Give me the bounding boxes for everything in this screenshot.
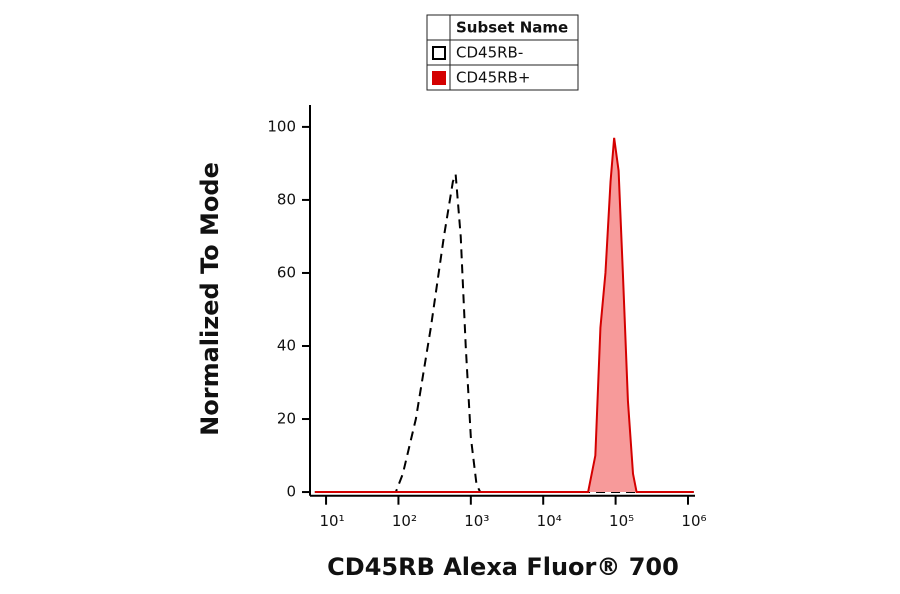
y-tick-label: 60 (277, 263, 296, 281)
y-axis-title: Normalized To Mode (196, 162, 224, 436)
x-tick-label: 10¹ (320, 512, 345, 530)
y-tick-label: 20 (277, 410, 296, 428)
x-tick-label: 10⁴ (537, 512, 562, 530)
x-tick-label: 10² (392, 512, 417, 530)
x-axis-title: CD45RB Alexa Fluor® 700 (327, 553, 679, 581)
y-tick-label: 0 (286, 483, 296, 501)
x-tick-label: 10⁵ (609, 512, 634, 530)
series-line (314, 137, 694, 494)
legend-swatch (432, 46, 446, 60)
series-line (314, 174, 694, 494)
legend-swatch (432, 71, 446, 85)
legend-label: CD45RB+ (456, 69, 530, 87)
x-tick-label: 10³ (464, 512, 489, 530)
legend-label: CD45RB- (456, 44, 523, 62)
legend-title: Subset Name (456, 19, 568, 37)
y-tick-label: 40 (277, 336, 296, 354)
series-area (314, 137, 694, 493)
legend-box (426, 14, 579, 91)
x-tick-label: 10⁶ (681, 512, 706, 530)
y-tick-label: 100 (267, 117, 296, 135)
y-tick-label: 80 (277, 190, 296, 208)
